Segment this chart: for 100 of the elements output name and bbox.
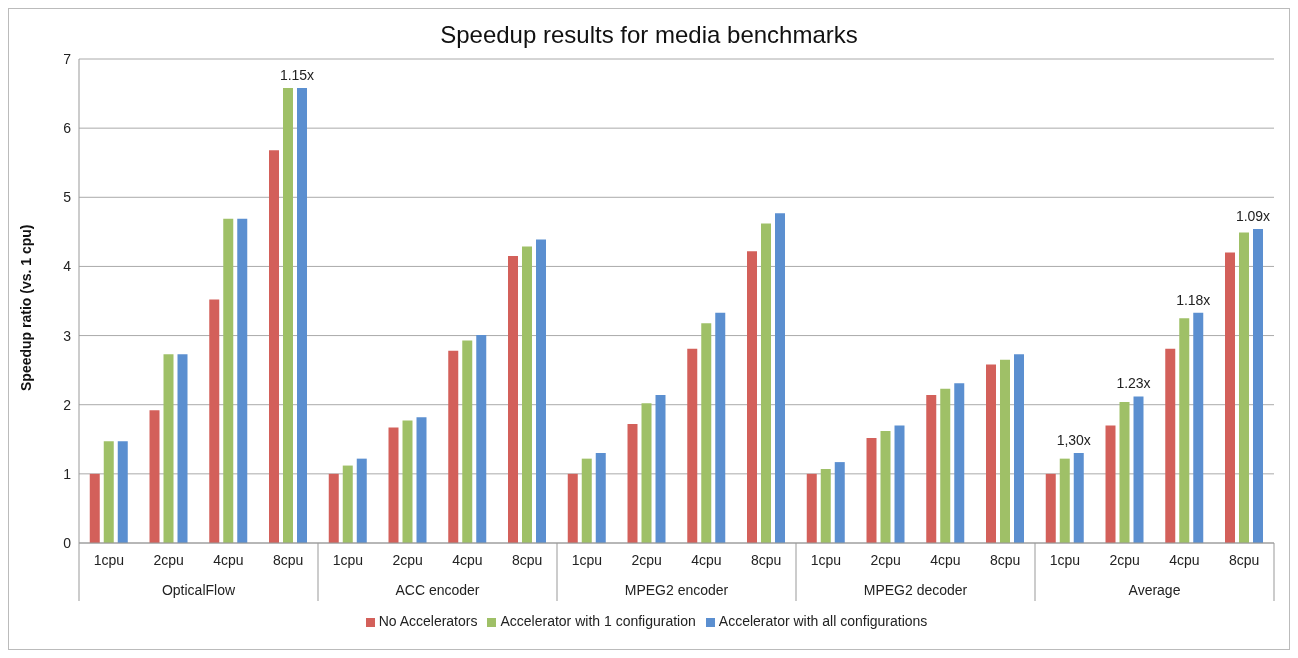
bar — [834, 462, 845, 543]
bar — [880, 430, 891, 543]
x-tick-label: 4cpu — [691, 552, 722, 568]
bar — [1239, 232, 1250, 543]
x-tick-label: 8cpu — [989, 552, 1021, 568]
x-tick-label: 8cpu — [750, 552, 782, 568]
x-tick-label: 4cpu — [213, 552, 244, 568]
bar — [1014, 354, 1025, 543]
y-tick-label: 5 — [63, 189, 72, 206]
y-tick-label: 0 — [63, 534, 72, 551]
y-tick-label: 7 — [63, 50, 72, 67]
bar — [117, 441, 128, 543]
bar — [297, 88, 308, 543]
text: MPEG2 encoder — [624, 582, 729, 598]
bar — [1059, 458, 1070, 543]
bar — [1225, 252, 1236, 543]
bar — [223, 218, 234, 543]
bar — [567, 473, 578, 543]
text: OpticalFlow — [161, 582, 236, 598]
bar — [1253, 229, 1264, 543]
bar — [866, 437, 877, 543]
x-tick-label: 2cpu — [153, 552, 184, 568]
bar — [237, 218, 248, 543]
bar — [1000, 359, 1011, 543]
bar — [416, 417, 427, 543]
text: ACC encoder — [395, 582, 480, 598]
bar — [1045, 473, 1056, 543]
bar — [1179, 318, 1190, 543]
bar — [163, 354, 174, 543]
text: MPEG2 decoder — [863, 582, 968, 598]
annotation: 1.15x — [279, 67, 315, 84]
bar — [269, 150, 280, 543]
annotation: 1.23x — [1116, 375, 1151, 392]
x-tick-label: 1cpu — [332, 552, 364, 568]
x-tick-label: 2cpu — [392, 552, 423, 568]
bar — [522, 246, 533, 543]
x-tick-label: 1cpu — [1049, 552, 1081, 568]
x-tick-label: 2cpu — [870, 552, 901, 568]
y-tick-label: 1 — [63, 465, 72, 482]
x-tick-label: 8cpu — [511, 552, 543, 568]
bar — [536, 239, 547, 543]
bar — [402, 420, 413, 543]
bar — [701, 323, 712, 543]
y-tick-label: 6 — [63, 120, 72, 137]
bar — [462, 340, 473, 543]
bar — [89, 473, 100, 543]
bar — [954, 383, 965, 543]
bar — [655, 395, 666, 543]
x-tick-label: 4cpu — [1169, 552, 1200, 568]
bar — [388, 427, 399, 543]
bar — [1073, 453, 1084, 543]
legend-label: No Accelerators — [378, 613, 478, 629]
y-tick-label: 4 — [63, 258, 72, 275]
x-tick-label: 8cpu — [272, 552, 304, 568]
bar — [149, 410, 160, 543]
bar — [1165, 348, 1176, 543]
bar — [747, 251, 758, 543]
bar — [283, 88, 294, 543]
bar — [687, 348, 698, 543]
bar — [476, 334, 487, 543]
text: Average — [1128, 582, 1181, 598]
bar — [1133, 396, 1144, 543]
bar — [1119, 401, 1130, 543]
bar — [356, 458, 367, 543]
bar — [775, 213, 786, 543]
x-tick-label: 1cpu — [93, 552, 125, 568]
x-tick-label: 4cpu — [930, 552, 961, 568]
legend-label: Accelerator with 1 configuration — [500, 613, 696, 629]
bar — [1105, 425, 1116, 543]
bar — [806, 473, 817, 543]
y-axis-title: Speedup ratio (vs. 1 cpu) — [17, 224, 34, 391]
bar — [820, 469, 831, 543]
bar — [926, 395, 937, 543]
annotation: 1.18x — [1176, 291, 1211, 308]
bar — [1193, 312, 1204, 543]
annotation: 1,30x — [1056, 432, 1091, 449]
bar — [177, 354, 188, 543]
bar — [342, 465, 353, 543]
x-tick-label: 4cpu — [452, 552, 483, 568]
x-tick-label: 2cpu — [1109, 552, 1140, 568]
bar — [595, 453, 606, 543]
bar — [627, 424, 638, 543]
bar — [641, 403, 652, 543]
y-tick-label: 3 — [63, 327, 72, 344]
x-tick-label: 1cpu — [810, 552, 842, 568]
bar — [209, 299, 220, 543]
y-tick-label: 2 — [63, 396, 72, 413]
bar — [103, 441, 114, 543]
bar — [448, 350, 459, 543]
bar — [328, 473, 339, 543]
bar — [940, 388, 951, 543]
x-tick-label: 1cpu — [571, 552, 603, 568]
x-tick-label: 2cpu — [631, 552, 662, 568]
bar — [761, 223, 772, 543]
bar — [508, 256, 519, 543]
bar — [581, 458, 592, 543]
chart-title: Speedup results for media benchmarks — [439, 21, 859, 49]
bar — [894, 425, 905, 543]
bar — [715, 312, 726, 543]
x-tick-label: 8cpu — [1228, 552, 1260, 568]
